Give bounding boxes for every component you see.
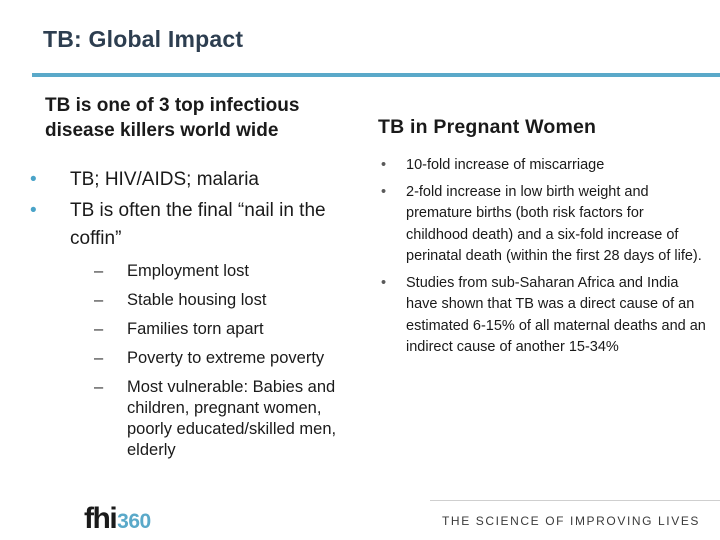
sub-bullet: – Poverty to extreme poverty (94, 348, 365, 369)
tagline: THE SCIENCE OF IMPROVING LIVES (442, 514, 701, 528)
footer: fhi 360 THE SCIENCE OF IMPROVING LIVES (0, 494, 720, 540)
dash-icon: – (94, 262, 104, 280)
slide-title: TB: Global Impact (43, 26, 244, 52)
dash-icon: – (94, 378, 104, 396)
right-bullet: • 10-fold increase of miscarriage (378, 155, 708, 177)
left-heading: TB is one of 3 top infectious disease ki… (45, 95, 300, 141)
sub-bullet: – Employment lost (94, 261, 365, 282)
sub-bullet-text: Poverty to extreme poverty (127, 349, 325, 367)
right-column: TB in Pregnant Women • 10-fold increase o… (378, 116, 708, 364)
right-bullet-text: Studies from sub-Saharan Africa and Indi… (406, 274, 706, 356)
dash-icon: – (94, 349, 104, 367)
left-bullet: • TB is often the final “nail in the cof… (30, 197, 365, 461)
right-bullet-text: 2-fold increase in low birth weight and … (406, 183, 702, 265)
left-bullet: • TB; HIV/AIDS; malaria (30, 166, 365, 194)
sub-bullet: – Stable housing lost (94, 290, 365, 311)
bullet-icon: • (30, 169, 37, 190)
title-divider (32, 73, 720, 77)
left-bullet-list: • TB; HIV/AIDS; malaria • TB is often th… (30, 166, 365, 461)
bullet-icon: • (381, 274, 387, 291)
logo-text: fhi (84, 502, 118, 535)
bullet-icon: • (381, 157, 387, 173)
right-bullet-text: 10-fold increase of miscarriage (406, 157, 605, 173)
footer-divider (430, 500, 720, 501)
right-bullet: • Studies from sub-Saharan Africa and Ind… (378, 273, 708, 359)
right-bullet: • 2-fold increase in low birth weight and… (378, 182, 708, 268)
right-heading: TB in Pregnant Women (378, 116, 597, 138)
left-bullet-text: TB is often the final “nail in the coffi… (70, 200, 326, 249)
bullet-icon: • (30, 200, 37, 221)
bullet-icon: • (381, 183, 387, 200)
dash-icon: – (94, 291, 104, 309)
sub-bullet-text: Families torn apart (127, 320, 264, 338)
sub-bullet-list: – Employment lost – Stable housing lost – F… (70, 261, 365, 461)
sub-bullet: – Families torn apart (94, 319, 365, 340)
left-bullet-text: TB; HIV/AIDS; malaria (70, 169, 259, 190)
sub-bullet: – Most vulnerable: Babies and children, p… (94, 377, 365, 461)
left-column: TB is one of 3 top infectious disease ki… (30, 93, 365, 469)
dash-icon: – (94, 320, 104, 338)
sub-bullet-text: Stable housing lost (127, 291, 267, 309)
sub-bullet-text: Most vulnerable: Babies and children, pr… (127, 378, 337, 459)
sub-bullet-text: Employment lost (127, 262, 249, 280)
logo-number: 360 (117, 510, 151, 533)
right-bullet-list: • 10-fold increase of miscarriage • 2-fold… (378, 155, 708, 359)
fhi360-logo: fhi 360 (84, 502, 151, 536)
